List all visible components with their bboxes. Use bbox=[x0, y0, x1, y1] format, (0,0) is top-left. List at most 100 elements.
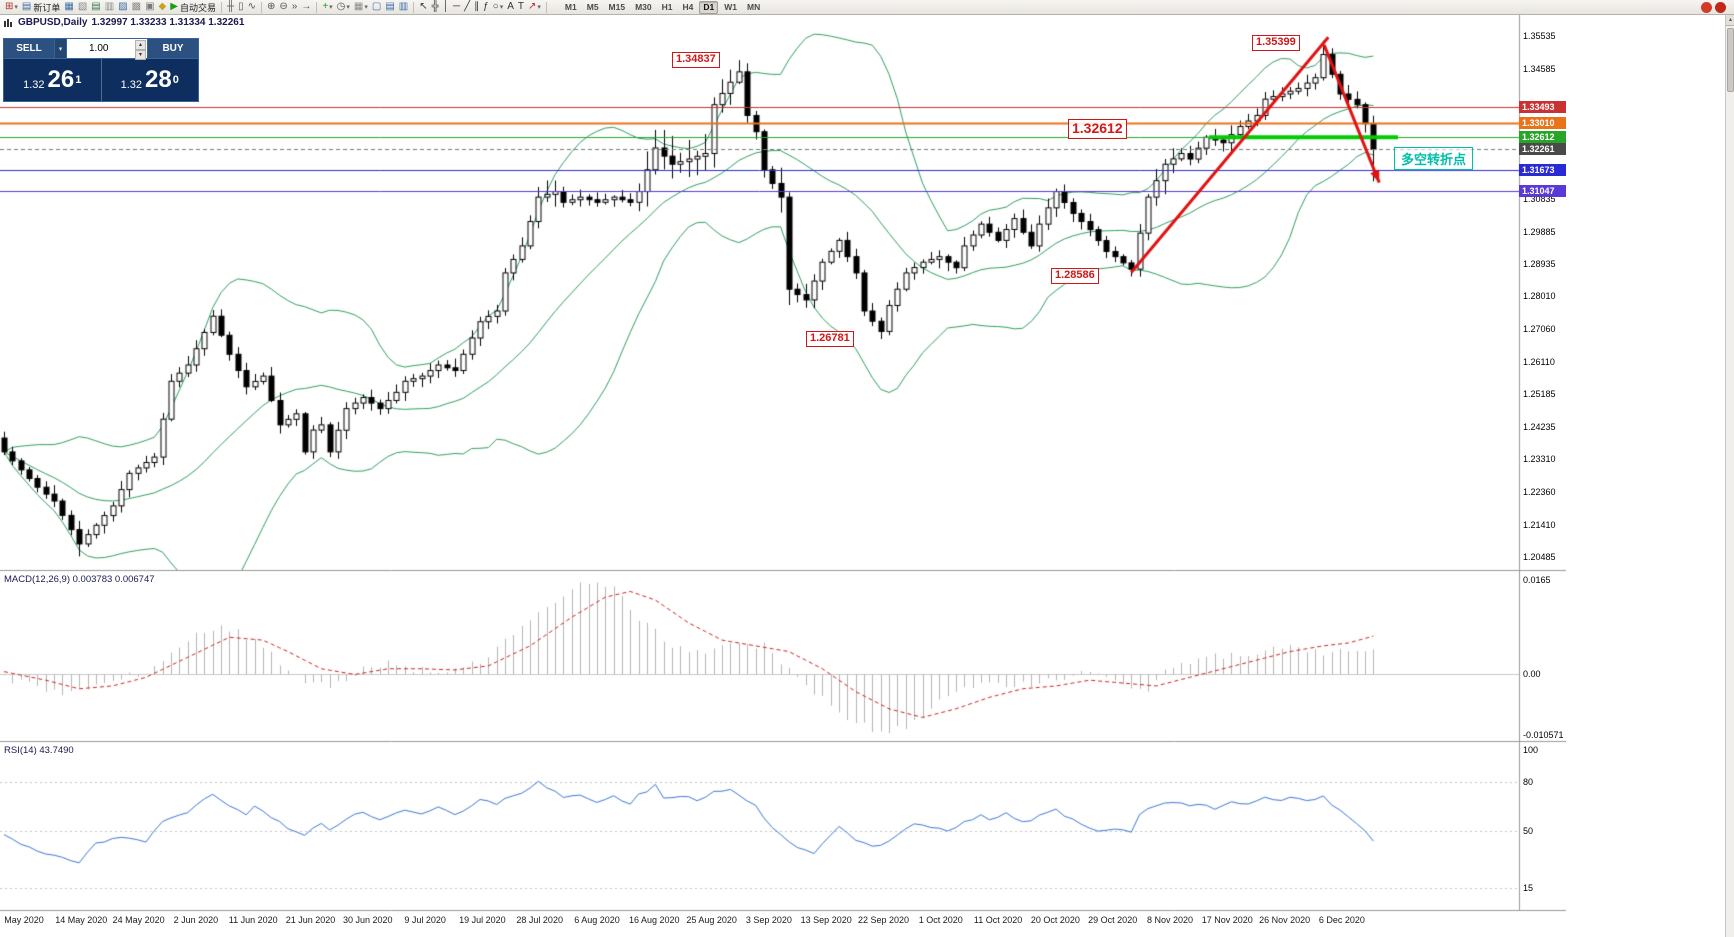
label-tool[interactable]: T bbox=[516, 1, 526, 14]
price-tag[interactable]: 1.32612 bbox=[1519, 131, 1566, 143]
metaeditor-icon[interactable]: ◆ bbox=[157, 1, 169, 14]
periods-button-icon: ◷ bbox=[336, 1, 346, 12]
templates-button-dropdown-icon: ▾ bbox=[364, 4, 368, 11]
tile-horizontal-button[interactable]: ▤ bbox=[383, 1, 396, 14]
timeframe-w1[interactable]: W1 bbox=[724, 1, 738, 12]
sell-button[interactable]: SELL bbox=[4, 39, 54, 58]
buy-price[interactable]: 1.32 28 0 bbox=[102, 59, 199, 101]
periods-button[interactable]: ◷ ▾ bbox=[335, 1, 352, 14]
buy-button[interactable]: BUY bbox=[148, 39, 198, 58]
price-annotation[interactable]: 1.35399 bbox=[1252, 35, 1300, 51]
price-annotation[interactable]: 1.26781 bbox=[806, 331, 854, 347]
price-tag[interactable]: 1.31047 bbox=[1519, 185, 1566, 197]
new-chart-button[interactable]: ⊞ ▾ bbox=[3, 1, 20, 14]
terminal-icon-icon: ▩ bbox=[131, 1, 142, 12]
macd-scale-label: 0.00 bbox=[1523, 669, 1541, 679]
trendline-tool[interactable]: ╱ bbox=[462, 1, 472, 14]
ohlc-values: 1.32997 1.33233 1.31334 1.32261 bbox=[91, 17, 245, 28]
mql5-community-icon[interactable] bbox=[1701, 2, 1712, 13]
data-window-icon[interactable]: ▥ bbox=[103, 1, 116, 14]
date-label: 9 Jul 2020 bbox=[404, 915, 446, 925]
price-scale-label: 1.27060 bbox=[1523, 324, 1556, 334]
live-update-icon[interactable] bbox=[1715, 2, 1726, 13]
sell-price-big: 26 bbox=[47, 66, 75, 93]
zoom-out-button-icon: ⊖ bbox=[279, 1, 288, 12]
market-watch-icon[interactable]: ▤ bbox=[89, 1, 102, 14]
new-chart-button-dropdown-icon: ▾ bbox=[14, 4, 18, 11]
timeframe-d1[interactable]: D1 bbox=[699, 0, 719, 14]
indicators-button-dropdown-icon: ▾ bbox=[329, 4, 333, 11]
price-annotation[interactable]: 1.32612 bbox=[1068, 119, 1127, 139]
terminal-icon[interactable]: ▩ bbox=[130, 1, 143, 14]
timeframe-m1[interactable]: M1 bbox=[564, 1, 577, 12]
price-tag[interactable]: 1.33010 bbox=[1519, 117, 1566, 129]
price-tag[interactable]: 1.33493 bbox=[1519, 101, 1566, 113]
strategy-tester-icon[interactable]: ▣ bbox=[143, 1, 156, 14]
auto-scroll-button[interactable]: » bbox=[290, 1, 300, 14]
order-type-dropdown[interactable]: ▾ bbox=[54, 39, 67, 58]
sell-price[interactable]: 1.32 26 1 bbox=[4, 59, 102, 101]
price-tag[interactable]: 1.31673 bbox=[1519, 164, 1566, 176]
buy-price-big: 28 bbox=[145, 66, 172, 93]
indicators-button[interactable]: + ▾ bbox=[320, 1, 334, 14]
bar-chart-button[interactable]: ╫ bbox=[225, 1, 236, 14]
cursor-tool[interactable]: ↖ bbox=[417, 1, 429, 14]
candlestick-chart-button[interactable]: ▯ bbox=[236, 1, 246, 14]
line-chart-button[interactable]: ∿ bbox=[246, 1, 258, 14]
sell-button-label: SELL bbox=[16, 43, 42, 54]
templates-button[interactable]: ▦ ▾ bbox=[352, 1, 370, 14]
trade-widget-prices: 1.32 26 1 1.32 28 0 bbox=[4, 59, 198, 101]
horizontal-line-tool[interactable]: ─ bbox=[451, 1, 462, 14]
text-tool[interactable]: A bbox=[505, 1, 516, 14]
timeframe-mn[interactable]: MN bbox=[747, 1, 761, 12]
volume-up-button[interactable]: ▴ bbox=[135, 40, 146, 50]
price-annotation[interactable]: 1.28586 bbox=[1051, 268, 1099, 284]
channel-tool[interactable]: ∥ bbox=[472, 1, 481, 14]
price-chart-canvas[interactable] bbox=[0, 15, 1566, 937]
price-tag[interactable]: 1.32261 bbox=[1519, 143, 1566, 155]
cascade-windows-button[interactable]: ▢ bbox=[370, 1, 383, 14]
new-order-button[interactable]: ▤ 新订单 bbox=[20, 1, 62, 14]
date-label: 11 Oct 2020 bbox=[973, 915, 1023, 925]
price-scale-label: 1.23310 bbox=[1523, 454, 1556, 464]
price-annotation[interactable]: 1.34837 bbox=[672, 52, 720, 68]
note-label[interactable]: 多空转折点 bbox=[1394, 147, 1474, 170]
label-tool-icon: T bbox=[517, 1, 525, 12]
arrows-tool[interactable]: ↗ ▾ bbox=[526, 1, 543, 14]
toolbar-separator bbox=[260, 1, 262, 13]
shapes-tool[interactable]: ○ ▾ bbox=[491, 1, 506, 14]
crosshair-tool[interactable]: ╬ bbox=[430, 1, 441, 14]
sell-price-prefix: 1.32 bbox=[23, 79, 45, 91]
volume-input[interactable] bbox=[67, 39, 147, 58]
fibonacci-tool[interactable]: ƒ bbox=[481, 1, 491, 14]
timeframe-h1[interactable]: H1 bbox=[661, 1, 673, 12]
new-chart-button-icon: ⊞ bbox=[5, 1, 14, 12]
scroll-up-button[interactable]: ▴ bbox=[1726, 15, 1734, 26]
chart-shift-button[interactable]: → bbox=[299, 1, 313, 14]
timeframe-m30[interactable]: M30 bbox=[635, 1, 652, 12]
scrollbar-thumb[interactable] bbox=[1726, 28, 1734, 92]
timeframe-h4[interactable]: H4 bbox=[682, 1, 694, 12]
vertical-line-tool[interactable]: │ bbox=[441, 1, 451, 14]
volume-down-button[interactable]: ▾ bbox=[135, 50, 146, 60]
date-label: 6 Aug 2020 bbox=[574, 915, 620, 925]
toolbar-separator bbox=[220, 1, 222, 13]
timeframe-m5[interactable]: M5 bbox=[586, 1, 599, 12]
tile-vertical-button[interactable]: ▥ bbox=[397, 1, 410, 14]
chart-shift-button-icon: → bbox=[301, 1, 312, 12]
chart-window-icon[interactable]: ▦ bbox=[62, 1, 75, 14]
chart-window-icon-icon: ▦ bbox=[64, 1, 74, 12]
templates-button-icon: ▦ bbox=[353, 1, 364, 12]
navigator-icon[interactable]: ▨ bbox=[116, 1, 129, 14]
zoom-out-button[interactable]: ⊖ bbox=[277, 1, 289, 14]
chart-icon bbox=[4, 18, 12, 27]
date-label: 8 Nov 2020 bbox=[1146, 915, 1194, 925]
price-scale-label: 1.30835 bbox=[1523, 194, 1556, 204]
vertical-scrollbar[interactable]: ▴ bbox=[1725, 15, 1734, 937]
timeframe-m15[interactable]: M15 bbox=[608, 1, 626, 12]
autotrading-button[interactable]: ▶ 自动交易 bbox=[168, 1, 218, 14]
profiles-icon[interactable]: ▧ bbox=[76, 1, 89, 14]
zoom-in-button[interactable]: ⊕ bbox=[265, 1, 277, 14]
timeframe-toolbar: M1 M5 M15 M30 H1 H4 D1 W1 MN bbox=[560, 0, 765, 15]
